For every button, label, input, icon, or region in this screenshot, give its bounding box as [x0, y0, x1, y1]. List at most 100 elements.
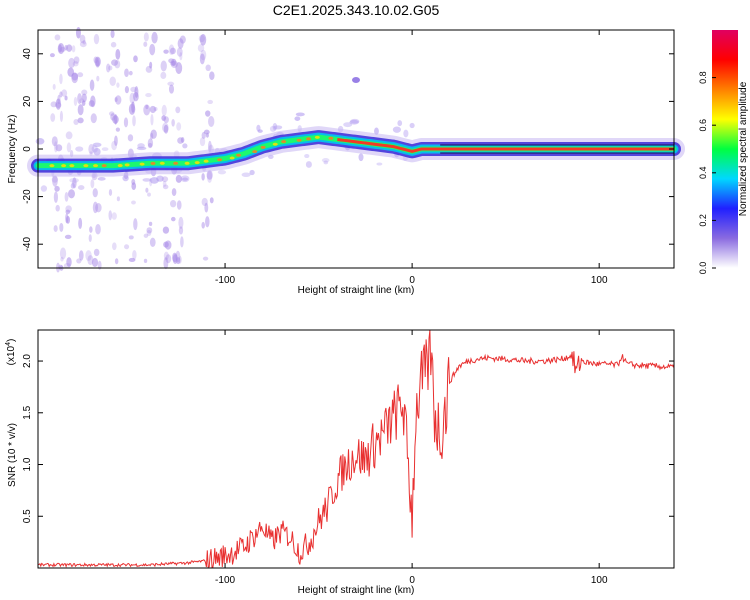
- colorbar-label: Normalized spectral amplitude: [738, 81, 749, 216]
- spectrogram-noise-dot: [71, 72, 79, 81]
- spectrogram-noise-dot: [85, 250, 92, 262]
- spectrogram-noise-dot: [163, 124, 169, 134]
- spectrogram-noise-dot: [207, 99, 214, 105]
- spectrogram-noise-dot: [409, 122, 415, 129]
- spectrogram-noise-dot: [128, 235, 134, 240]
- spectrogram-noise-dot: [91, 145, 98, 153]
- spectrogram-noise-dot: [204, 202, 209, 213]
- spectrogram-noise-dot: [171, 216, 176, 222]
- spectrogram-ylabel: Frequency (Hz): [7, 115, 18, 184]
- spectrogram-noise-dot: [59, 46, 66, 52]
- spectrogram-noise-dot: [206, 171, 213, 183]
- spectrogram-noise-dot: [168, 44, 175, 56]
- snr-ytick-label: 1.0: [22, 457, 33, 471]
- spectrogram-noise-dot: [249, 169, 255, 176]
- spectrogram-noise-dot: [149, 105, 157, 114]
- spectrogram-noise-dot: [90, 113, 97, 124]
- spectrogram-noise-dot: [79, 98, 85, 104]
- spectrogram-noise-dot: [77, 72, 84, 78]
- snr-xtick-label: 0: [409, 575, 415, 586]
- spectrogram-xtick-label: 0: [409, 275, 415, 286]
- spectrogram-noise-dot: [178, 216, 184, 229]
- colorbar: 0.0 0.2 0.4 0.6 0.8 Normalized spectral ampl…: [698, 30, 749, 274]
- spectrogram-hotspot: [217, 158, 223, 162]
- spectrogram-noise-dot: [90, 179, 95, 189]
- spectrogram-noise-dot: [64, 95, 68, 101]
- snr-ylabel: SNR (10 * v/v): [7, 423, 18, 487]
- spectrogram-noise-dot: [162, 122, 169, 133]
- spectrogram-noise-dot: [269, 125, 277, 132]
- spectrogram-noise-dot: [61, 89, 68, 97]
- snr-multiplier-base: (x10: [6, 345, 17, 365]
- spectrogram-noise-dot: [131, 179, 136, 185]
- spectrogram-noise-dot: [89, 79, 95, 91]
- colorbar-gradient: [712, 30, 738, 268]
- spectrogram-noise-dot: [272, 123, 278, 131]
- colorbar-tick-label: 0.0: [698, 262, 708, 275]
- snr-frame: [37, 329, 675, 569]
- spectrogram-noise-dot: [69, 177, 79, 183]
- spectrogram-noise-dot: [53, 191, 58, 203]
- spectrogram-noise-dot: [397, 120, 403, 127]
- spectrogram-noise-dot: [145, 187, 149, 193]
- spectrogram-noise-dot: [54, 185, 60, 192]
- spectrogram-noise-dot: [294, 116, 301, 121]
- spectrogram-noise-dot: [199, 137, 206, 147]
- spectrogram-hotspot: [229, 156, 235, 160]
- spectrogram-hotspot: [101, 164, 107, 168]
- spectrogram-noise-dot: [114, 97, 118, 102]
- spectrogram-noise-dot: [55, 204, 60, 212]
- spectrogram-noise-dot: [208, 115, 215, 128]
- spectrogram-noise-dot: [59, 91, 63, 98]
- spectrogram-noise-dot: [199, 33, 207, 46]
- spectrogram-noise-dot: [93, 33, 100, 45]
- spectrogram-noise-dot: [124, 68, 129, 78]
- spectrogram-noise-dot: [197, 44, 205, 53]
- spectrogram-noise-dot: [127, 134, 134, 142]
- snr-multiplier: (x104): [5, 339, 17, 366]
- spectrogram-ytick-label: -40: [22, 237, 33, 252]
- spectrogram-noise-dot: [73, 96, 78, 106]
- snr-multiplier-exp: 4: [5, 342, 12, 346]
- spectrogram-noise-dot: [122, 174, 129, 182]
- spectrogram-noise-dot: [209, 71, 215, 81]
- spectrogram-noise-dot: [199, 53, 205, 65]
- spectrogram-noise-dot: [160, 71, 167, 80]
- spectrogram-noise-dot: [349, 119, 359, 125]
- spectrogram-noise-dot: [92, 201, 99, 214]
- spectrogram-hotspot: [272, 142, 278, 146]
- spectrogram-noise-dot: [88, 143, 95, 155]
- spectrogram-noise-dot: [89, 151, 93, 156]
- spectrogram-noise-dot: [304, 154, 310, 159]
- spectrogram-noise-dot: [79, 34, 86, 44]
- spectrogram-noise-dot: [59, 247, 67, 260]
- spectrogram-noise-dot: [178, 226, 184, 235]
- spectrogram-noise-dot: [146, 229, 152, 237]
- spectrogram-ytick-label: 40: [22, 48, 33, 60]
- spectrogram-noise-dot: [49, 53, 55, 58]
- spectrogram-noise-dot: [110, 29, 115, 39]
- spectrogram-hotspot: [83, 164, 89, 168]
- spectrogram-noise-dot: [134, 86, 139, 98]
- spectrogram-hotspot: [124, 163, 130, 167]
- svg-text:(x104): (x104): [5, 339, 17, 366]
- snr-ytick-label: 1.5: [22, 405, 33, 419]
- spectrogram-noise-dot: [181, 177, 189, 181]
- spectrogram-noise-dot: [101, 147, 109, 151]
- spectrogram-noise-dot: [66, 216, 71, 224]
- spectrogram-ridge-core: [337, 137, 674, 153]
- spectrogram-noise-dot: [66, 257, 72, 267]
- spectrogram-noise-dot: [124, 86, 129, 94]
- spectrogram-hotspot: [296, 138, 302, 142]
- spectrogram-noise-dot: [108, 65, 113, 71]
- colorbar-ticks: 0.0 0.2 0.4 0.6 0.8: [698, 71, 716, 274]
- spectrogram-noise-dot: [175, 62, 183, 74]
- spectrogram-hotspot: [139, 162, 145, 166]
- spectrogram-noise-dot: [60, 256, 64, 262]
- spectrogram-noise-dot: [128, 257, 136, 263]
- spectrogram-noise-dot: [175, 106, 181, 114]
- spectrogram-noise-dot: [305, 161, 312, 168]
- spectrogram-noise-dot: [124, 244, 130, 250]
- spectrogram-noise-dot: [109, 76, 116, 86]
- spectrogram-hotspot: [306, 137, 312, 141]
